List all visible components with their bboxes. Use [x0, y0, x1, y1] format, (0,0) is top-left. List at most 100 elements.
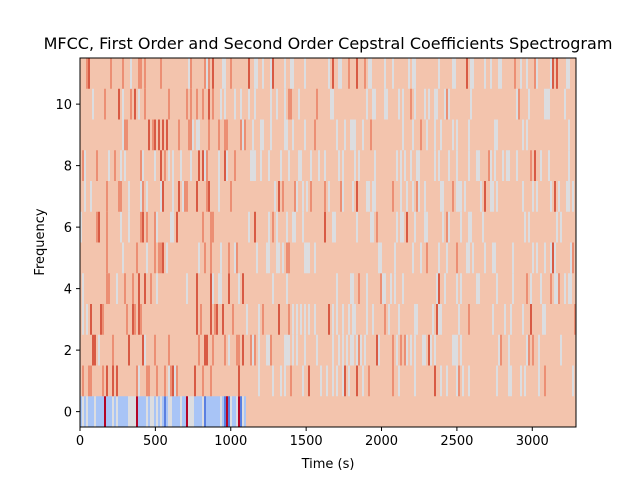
heatmap-cell: [524, 211, 526, 243]
heatmap-cell: [260, 119, 262, 151]
heatmap-cell: [146, 396, 148, 427]
heatmap-cell: [240, 119, 242, 151]
heatmap-cell: [208, 119, 210, 151]
heatmap-cell: [200, 396, 202, 427]
heatmap-cell: [116, 396, 118, 427]
heatmap-cell: [358, 273, 360, 304]
heatmap-cell: [284, 334, 286, 366]
heatmap-cell: [536, 58, 538, 89]
heatmap-cell: [168, 396, 170, 427]
heatmap-cell: [416, 150, 418, 181]
heatmap-cell: [358, 334, 360, 366]
heatmap-cell: [140, 181, 142, 212]
heatmap-cell: [82, 396, 84, 427]
heatmap-cell: [398, 304, 400, 335]
heatmap-cell: [316, 88, 318, 120]
heatmap-cell: [106, 273, 108, 304]
heatmap-cell: [176, 396, 178, 427]
heatmap-cell: [276, 242, 278, 274]
heatmap-cell: [178, 119, 180, 151]
heatmap-cell: [496, 365, 498, 397]
heatmap-cell: [122, 88, 124, 120]
heatmap-cell: [568, 181, 570, 212]
heatmap-cell: [260, 150, 262, 181]
heatmap-cell: [364, 58, 366, 89]
heatmap-cell: [92, 334, 94, 366]
heatmap-cell: [540, 273, 542, 304]
heatmap-cell: [154, 242, 156, 274]
heatmap-cell: [398, 365, 400, 397]
heatmap-cell: [210, 242, 212, 274]
heatmap-cell: [186, 273, 188, 304]
heatmap-cell: [272, 211, 274, 243]
heatmap-cell: [254, 334, 256, 366]
heatmap-cell: [516, 150, 518, 181]
heatmap-cell: [372, 304, 374, 335]
heatmap-cell: [108, 396, 110, 427]
y-tick-label: 8: [64, 160, 72, 175]
heatmap-cell: [180, 396, 182, 427]
heatmap-cell: [270, 58, 272, 89]
heatmap-cell: [438, 58, 440, 89]
heatmap-cell: [86, 304, 88, 335]
heatmap-cell: [228, 273, 230, 304]
heatmap-cell: [178, 396, 180, 427]
heatmap-cell: [432, 304, 434, 335]
heatmap-cell: [122, 242, 124, 274]
heatmap-cell: [456, 273, 458, 304]
heatmap-cell: [102, 365, 104, 397]
heatmap-cell: [118, 396, 120, 427]
heatmap-cell: [218, 396, 220, 427]
heatmap-cell: [202, 365, 204, 397]
y-tick-label: 4: [64, 283, 72, 298]
heatmap-cell: [438, 150, 440, 181]
heatmap-cell: [140, 150, 142, 181]
heatmap-cell: [174, 365, 176, 397]
heatmap-cell: [420, 242, 422, 274]
heatmap-cell: [308, 304, 310, 335]
heatmap-cell: [368, 181, 370, 212]
heatmap-cell: [468, 304, 470, 335]
heatmap-cell: [302, 181, 304, 212]
heatmap-cell: [198, 396, 200, 427]
heatmap-cell: [154, 334, 156, 366]
heatmap-cell: [156, 273, 158, 304]
heatmap-cell: [472, 242, 474, 274]
heatmap-cell: [196, 119, 198, 151]
heatmap-cell: [198, 119, 200, 151]
heatmap-cell: [238, 396, 240, 427]
heatmap-cell: [168, 150, 170, 181]
heatmap-cell: [84, 181, 86, 212]
heatmap-cell: [146, 211, 148, 243]
heatmap-cell: [202, 211, 204, 243]
heatmap-cell: [196, 181, 198, 212]
heatmap-cell: [204, 396, 206, 427]
heatmap-cell: [142, 334, 144, 366]
heatmap-cell: [258, 304, 260, 335]
heatmap-cell: [496, 119, 498, 151]
heatmap-cell: [464, 181, 466, 212]
heatmap-cell: [106, 181, 108, 212]
heatmap-cell: [186, 396, 188, 427]
heatmap-cell: [532, 181, 534, 212]
heatmap-cell: [144, 334, 146, 366]
heatmap-cell: [116, 273, 118, 304]
heatmap-cell: [138, 365, 140, 397]
heatmap-cell: [436, 88, 438, 120]
heatmap-cell: [268, 334, 270, 366]
heatmap-cell: [416, 304, 418, 335]
heatmap-cell: [430, 334, 432, 366]
heatmap-cell: [414, 304, 416, 335]
heatmap-cell: [434, 334, 436, 366]
heatmap-cell: [188, 396, 190, 427]
heatmap-cell: [494, 119, 496, 151]
heatmap-cell: [172, 365, 174, 397]
heatmap-cell: [176, 211, 178, 243]
heatmap-cell: [448, 211, 450, 243]
heatmap-cell: [212, 273, 214, 304]
heatmap-cell: [542, 304, 544, 335]
heatmap-cell: [186, 181, 188, 212]
heatmap-cell: [442, 181, 444, 212]
heatmap-cell: [288, 150, 290, 181]
heatmap-cell: [490, 58, 492, 89]
